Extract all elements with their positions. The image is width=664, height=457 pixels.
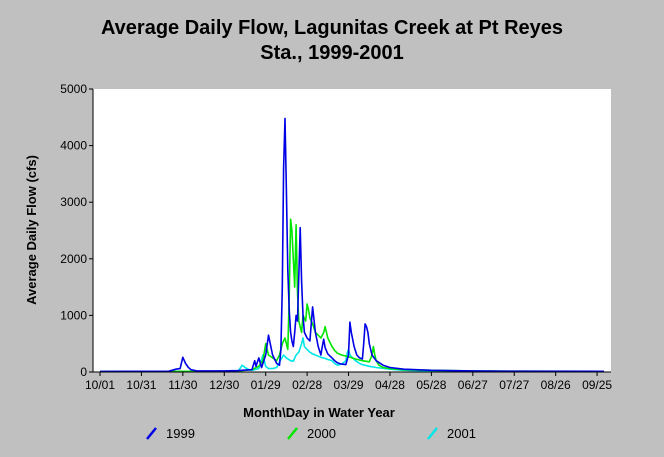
legend-label-1999: 1999 [166, 426, 195, 441]
series-lines [99, 117, 605, 373]
legend-label-2000: 2000 [307, 426, 336, 441]
chart-title-line-1: Average Daily Flow, Lagunitas Creek at P… [100, 17, 564, 39]
x-tick-label: 11/30 [168, 378, 197, 392]
y-tick-label: 3000 [60, 195, 87, 209]
plot-area [93, 89, 611, 372]
x-axis-title: Month\Day in Water Year [243, 405, 395, 420]
x-tick-label: 07/27 [499, 378, 529, 392]
y-tick-label: 4000 [60, 139, 87, 153]
chart-title: Average Daily Flow, Lagunitas Creek at P… [0, 16, 664, 66]
legend-swatch-1999 [146, 427, 157, 440]
series-line-2001 [100, 337, 605, 373]
legend: 1999 2000 2001 [146, 426, 476, 441]
x-axis-ticks: 10/01 10/31 11/30 12/30 01/29 02/28 03/29 04/28… [85, 372, 612, 392]
chart-title-line-2: Sta., 1999-2001 [260, 42, 404, 64]
x-tick-label: 03/29 [334, 378, 364, 392]
x-tick-label: 09/25 [582, 378, 612, 392]
legend-swatch-2001 [427, 427, 438, 440]
x-tick-label: 04/28 [375, 378, 405, 392]
y-tick-label: 0 [80, 365, 87, 379]
series-line-1999 [99, 117, 605, 373]
x-tick-label: 10/31 [126, 378, 156, 392]
y-tick-label: 2000 [60, 252, 87, 266]
x-tick-label: 06/27 [458, 378, 488, 392]
legend-label-2001: 2001 [447, 426, 476, 441]
y-tick-label: 5000 [60, 82, 87, 96]
x-tick-label: 01/29 [251, 378, 281, 392]
y-tick-label: 1000 [60, 308, 87, 322]
x-tick-label: 12/30 [209, 378, 239, 392]
x-tick-label: 10/01 [85, 378, 115, 392]
y-axis-ticks: 0 1000 2000 3000 4000 5000 [60, 82, 93, 379]
legend-swatch-2000 [287, 427, 298, 440]
x-tick-label: 05/28 [416, 378, 446, 392]
x-tick-label: 08/26 [541, 378, 571, 392]
x-tick-label: 02/28 [292, 378, 322, 392]
y-axis-title: Average Daily Flow (cfs) [24, 155, 39, 305]
